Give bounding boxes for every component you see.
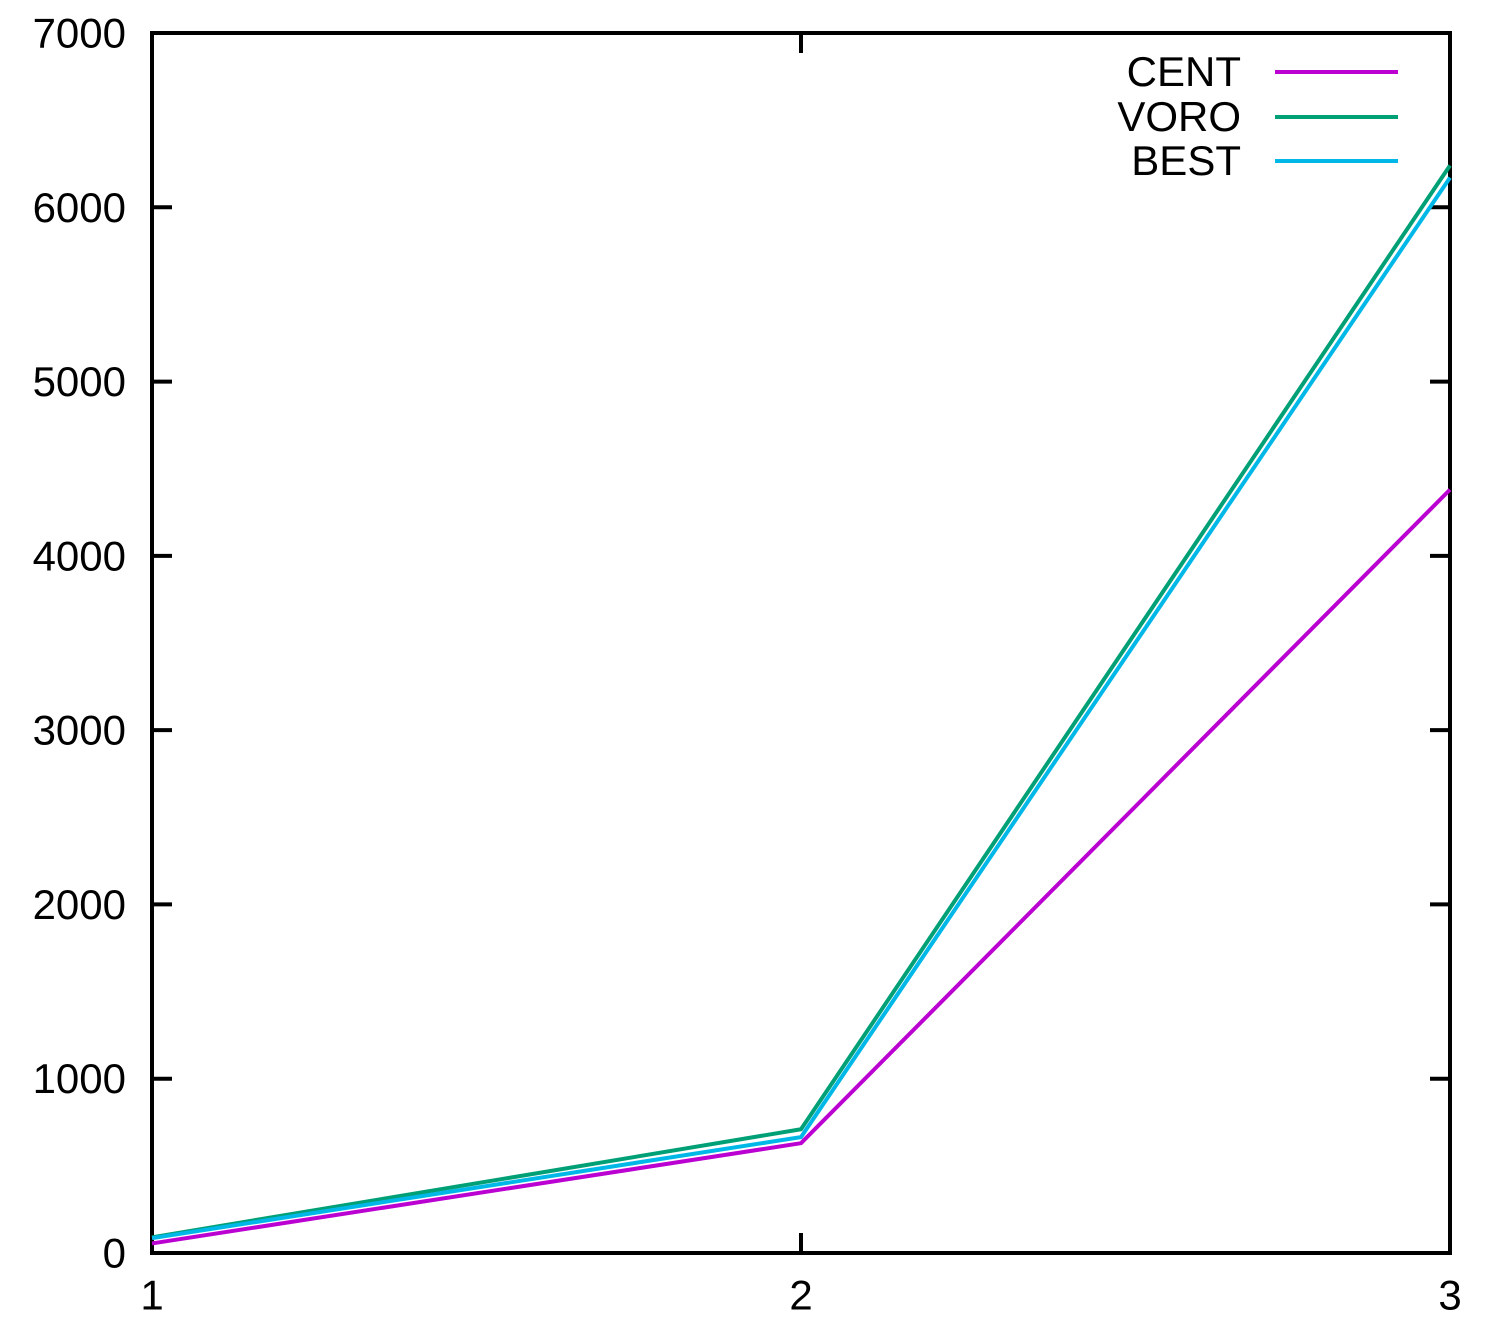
legend-item-voro: VORO — [1117, 95, 1398, 140]
y-tick-label: 1000 — [33, 1055, 126, 1102]
legend-line-sample-cent — [1275, 70, 1398, 75]
series-line-cent — [151, 488, 1452, 1246]
y-tick-label: 6000 — [33, 184, 126, 231]
series-line-voro — [151, 164, 1452, 1240]
y-tick-label: 2000 — [33, 881, 126, 928]
legend-line-sample-best — [1275, 159, 1398, 164]
legend-item-best: BEST — [1117, 139, 1398, 184]
legend-label-cent: CENT — [1126, 48, 1241, 96]
y-tick-label: 0 — [103, 1230, 126, 1277]
legend-line-sample-voro — [1275, 114, 1398, 119]
x-tick-label: 1 — [140, 1272, 163, 1319]
y-tick-label: 5000 — [33, 358, 126, 405]
y-tick-label: 3000 — [33, 707, 126, 754]
y-tick-label: 7000 — [33, 10, 126, 57]
legend-label-best: BEST — [1131, 137, 1241, 185]
legend-label-voro: VORO — [1117, 92, 1241, 140]
legend-item-cent: CENT — [1117, 50, 1398, 95]
legend: CENT VORO BEST — [1117, 50, 1398, 184]
plot-border — [150, 31, 1452, 1255]
series-line-best — [151, 176, 1452, 1241]
x-tick-label: 2 — [789, 1272, 812, 1319]
y-tick-label: 4000 — [33, 532, 126, 579]
x-tick-label: 3 — [1438, 1272, 1461, 1319]
